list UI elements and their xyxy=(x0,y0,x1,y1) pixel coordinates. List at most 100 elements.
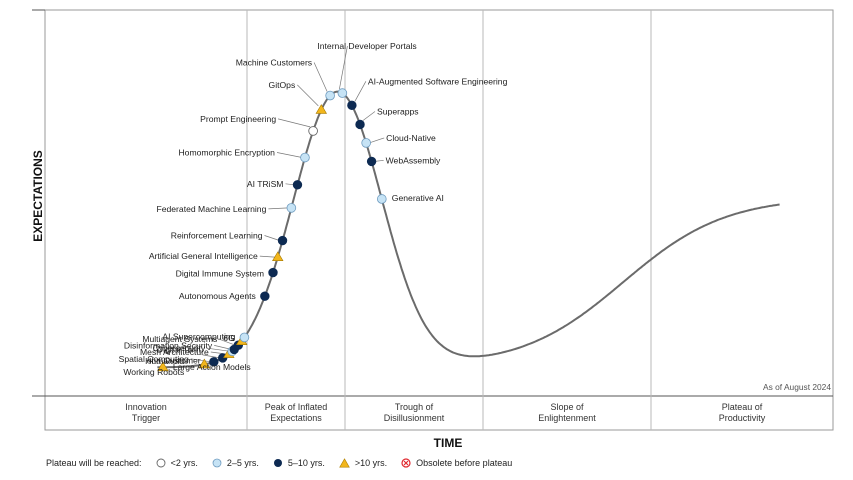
label-generative-ai: Generative AI xyxy=(392,193,444,203)
legend-item-2to5: 2–5 yrs. xyxy=(212,458,259,468)
label-internal-developer-portals: Internal Developer Portals xyxy=(317,41,416,51)
marker-federated-machine-learning xyxy=(286,203,297,213)
marker-superapps xyxy=(355,119,365,130)
red-x-circle-icon xyxy=(401,458,411,468)
label-artificial-general-intelligence: Artificial General Intelligence xyxy=(149,251,258,261)
label-cybersecurity: Cybersecurity xyxy=(153,343,206,353)
leader-humanoid-working-robots xyxy=(186,364,202,367)
phase-label-5: Productivity xyxy=(719,413,766,423)
technology-markers xyxy=(157,88,387,372)
y-axis-label: EXPECTATIONS xyxy=(31,150,45,242)
open-circle-icon xyxy=(156,458,166,468)
leader-digital-twin-of-a-customer xyxy=(202,354,220,359)
marker-spatial-computing xyxy=(209,357,219,367)
leader-federated-machine-learning xyxy=(268,207,289,210)
legend-item-lt2: <2 yrs. xyxy=(156,458,198,468)
legend-item-obsolete: Obsolete before plateau xyxy=(401,458,512,468)
legend-item-gt10: >10 yrs. xyxy=(339,458,387,468)
legend: Plateau will be reached: <2 yrs. 2–5 yrs… xyxy=(46,458,512,468)
label-multiagent-systems: Multiagent Systems xyxy=(142,334,217,344)
leader-gitops xyxy=(297,84,319,107)
label-superapps: Superapps xyxy=(377,106,419,116)
phase-label-2: Expectations xyxy=(270,413,322,423)
marker-webassembly xyxy=(366,156,377,167)
label-federated-machine-learning: Federated Machine Learning xyxy=(156,204,266,214)
label-homomorphic-encryption: Homomorphic Encryption xyxy=(178,148,275,158)
label-cloud-native: Cloud-Native xyxy=(386,133,436,143)
legend-label-gt10: >10 yrs. xyxy=(354,458,388,468)
navy-circle-icon xyxy=(273,459,282,467)
phase-label-2: Peak of Inflated xyxy=(265,402,328,412)
leader-homomorphic-encryption xyxy=(276,152,303,158)
label-humanoid-working-robots: Humanoid Working Robots xyxy=(123,356,184,377)
marker-ai-supercomputing xyxy=(239,332,250,343)
x-axis-label: TIME xyxy=(434,436,463,450)
phase-label-3: Disillusionment xyxy=(384,413,445,423)
label-mesh-architecture: Mesh Architecture xyxy=(140,347,209,357)
yellow-triangle-icon xyxy=(339,458,350,468)
label-digital-immune-system: Digital Immune System xyxy=(176,269,264,279)
light-blue-circle-icon xyxy=(212,458,222,468)
label-ai-augmented-software-engineering: AI-Augmented Software Engineering xyxy=(368,76,508,86)
leader-artificial-general-intelligence xyxy=(259,255,275,258)
label-large-action-models: Large Action Models xyxy=(173,362,251,372)
as-of-date: As of August 2024 xyxy=(763,382,831,392)
label-gitops: GitOps xyxy=(269,80,296,90)
marker-reinforcement-learning xyxy=(277,235,288,246)
chart-border xyxy=(44,9,834,431)
marker-large-action-models xyxy=(157,361,169,372)
label-ai-supercomputing: AI Supercomputing xyxy=(162,331,235,341)
phase-label-5: Plateau of xyxy=(722,402,763,412)
legend-label-5to10: 5–10 yrs. xyxy=(287,458,325,468)
phase-label-4: Slope of xyxy=(550,402,584,412)
phase-label-3: Trough of xyxy=(395,402,434,412)
legend-item-5to10: 5–10 yrs. xyxy=(273,458,325,468)
marker-autonomous-agents xyxy=(260,291,270,301)
leader-reinforcement-learning xyxy=(264,235,280,241)
marker-homomorphic-encryption xyxy=(300,152,310,163)
leader-machine-customers xyxy=(313,62,328,92)
label-digital-twin-of-a-customer: Digital Twin of a Customer xyxy=(147,344,201,365)
hype-curve xyxy=(157,90,780,369)
label-machine-customers: Machine Customers xyxy=(236,58,312,68)
phase-label-1: Innovation xyxy=(125,402,167,412)
phase-label-4: Enlightenment xyxy=(538,413,596,423)
legend-title: Plateau will be reached: xyxy=(46,458,142,468)
label-ai-trism: AI TRiSM xyxy=(247,179,284,189)
marker-cloud-native xyxy=(361,138,371,148)
legend-label-2to5: 2–5 yrs. xyxy=(226,458,259,468)
leader-spatial-computing xyxy=(190,358,211,363)
leader-ai-augmented-software-engineering xyxy=(354,81,367,102)
leader-cloud-native xyxy=(369,137,385,144)
label-spatial-computing: Spatial Computing xyxy=(119,354,189,364)
label-prompt-engineering: Prompt Engineering xyxy=(200,114,276,124)
legend-label-lt2: <2 yrs. xyxy=(170,458,198,468)
label-reinforcement-learning: Reinforcement Learning xyxy=(171,231,263,241)
chart-frame xyxy=(32,9,834,431)
marker-humanoid-working-robots xyxy=(198,358,211,369)
marker-artificial-general-intelligence xyxy=(272,251,284,262)
leader-internal-developer-portals xyxy=(339,46,348,90)
marker-generative-ai xyxy=(376,194,387,204)
phase-label-1: Trigger xyxy=(132,413,160,423)
leader-multiagent-systems xyxy=(219,338,236,346)
legend-label-obsolete: Obsolete before plateau xyxy=(416,458,513,468)
label-disinformation-security: Disinformation Security xyxy=(124,340,213,350)
marker-internal-developer-portals xyxy=(337,88,348,98)
marker-gitops xyxy=(315,104,328,114)
marker-ai-trism xyxy=(292,180,303,190)
leader-cybersecurity xyxy=(207,347,230,352)
leader-superapps xyxy=(362,111,376,121)
label-6g: 6G xyxy=(223,333,235,343)
hype-curve-layer xyxy=(157,90,780,369)
marker-digital-immune-system xyxy=(268,267,278,278)
marker-ai-augmented-software-engineering xyxy=(347,100,357,111)
marker-machine-customers xyxy=(325,90,335,101)
label-autonomous-agents: Autonomous Agents xyxy=(179,291,256,301)
leader-prompt-engineering xyxy=(278,118,311,128)
marker-prompt-engineering xyxy=(308,126,318,136)
label-webassembly: WebAssembly xyxy=(386,155,441,165)
